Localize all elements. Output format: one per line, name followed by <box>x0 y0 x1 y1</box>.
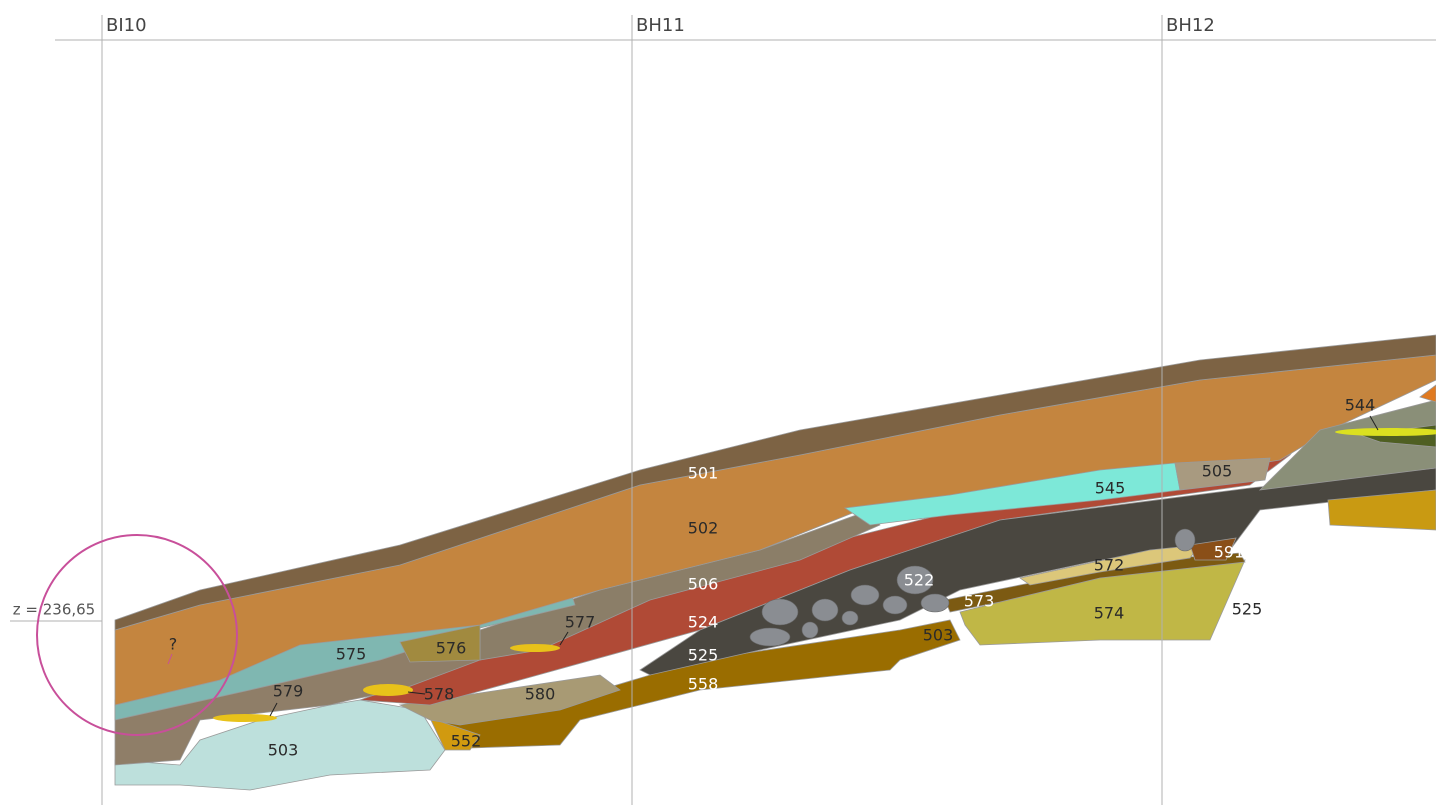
layer-right-gold <box>1327 489 1436 531</box>
layer-label: 502 <box>688 519 719 538</box>
layer-label: 522 <box>904 571 935 590</box>
layer-576 <box>399 624 481 663</box>
lens-579 <box>213 714 277 722</box>
lens-578 <box>363 684 413 696</box>
layer-label: 558 <box>688 675 719 694</box>
stones-522 <box>749 528 1196 647</box>
layer-label: 525 <box>688 646 719 665</box>
layer-label: 503 <box>268 741 299 760</box>
layer-label: 591 <box>1214 543 1245 562</box>
layer-label: 572 <box>1094 556 1125 575</box>
lens-577 <box>510 644 560 652</box>
layer-right-orange <box>1419 384 1436 403</box>
layer-label: 577 <box>565 613 596 632</box>
layer-552 <box>429 717 481 751</box>
layer-label: 576 <box>436 639 467 658</box>
layer-505 <box>1174 457 1271 491</box>
grid <box>10 15 1436 805</box>
leader-lines <box>167 415 1379 717</box>
layer-544 <box>1335 428 1436 436</box>
layer-label: 545 <box>1095 479 1126 498</box>
layer-right-gray <box>1258 399 1436 491</box>
layer-label: 579 <box>273 682 304 701</box>
layer-labels: 501 502 506 524 525 558 577 576 575 579 … <box>169 396 1376 760</box>
layer-label: 573 <box>964 592 995 611</box>
highlight-circle <box>36 534 238 736</box>
layer-label: ? <box>169 635 178 654</box>
grid-label: BH11 <box>636 15 685 36</box>
layer-503-left <box>114 699 446 791</box>
grid-label: BI10 <box>106 15 147 36</box>
layer-label: 506 <box>688 575 719 594</box>
layer-580 <box>398 674 621 726</box>
layer-label: 578 <box>424 685 455 704</box>
layer-label: 574 <box>1094 604 1125 623</box>
layer-label: 552 <box>451 732 482 751</box>
layer-label: 503 <box>923 626 954 645</box>
layer-label: 505 <box>1202 462 1233 481</box>
layer-572 <box>1019 544 1201 586</box>
grid-label: BH12 <box>1166 15 1215 36</box>
layer-525 <box>639 467 1436 676</box>
layers <box>114 334 1436 791</box>
layer-label: 580 <box>525 685 556 704</box>
layer-label: 501 <box>688 464 719 483</box>
layer-label: 544 <box>1345 396 1376 415</box>
layer-label: 525 <box>1232 600 1263 619</box>
layer-label: 524 <box>688 613 719 632</box>
layer-label: 575 <box>336 645 367 664</box>
layer-591 <box>1189 537 1237 561</box>
layer-501 <box>114 334 1436 631</box>
elevation-label: z = 236,65 <box>13 601 95 619</box>
